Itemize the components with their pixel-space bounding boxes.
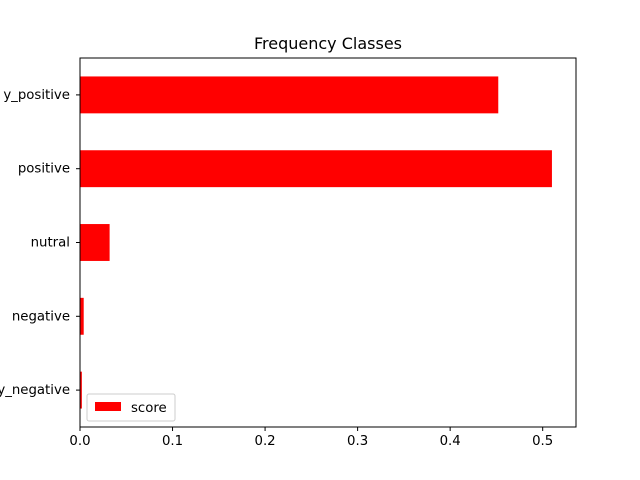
y-tick-label-negative: negative: [12, 309, 70, 324]
x-tick-label-0: 0.0: [69, 434, 90, 449]
bar-very_negative: [80, 371, 82, 409]
bar-nutral: [80, 224, 110, 261]
y-tick-label-very_positive: y_positive: [3, 88, 70, 103]
y-axis: y_negative negative nutral positive y_positi…: [0, 88, 80, 398]
x-tick-label-1: 0.1: [162, 434, 183, 449]
legend-swatch-score: [95, 402, 121, 411]
x-axis: 0.0 0.1 0.2 0.3 0.4 0.5: [69, 427, 553, 449]
y-tick-label-very_negative: y_negative: [0, 383, 70, 398]
bar-positive: [80, 150, 552, 188]
bar-negative: [80, 297, 84, 335]
x-tick-label-3: 0.3: [347, 434, 368, 449]
y-tick-label-positive: positive: [18, 162, 70, 177]
x-tick-label-5: 0.5: [532, 434, 553, 449]
chart-title: Frequency Classes: [254, 34, 402, 53]
bar-very_positive: [80, 76, 499, 114]
legend: score: [86, 393, 176, 422]
x-tick-label-2: 0.2: [254, 434, 275, 449]
legend-label-score: score: [131, 401, 167, 416]
x-tick-label-4: 0.4: [440, 434, 461, 449]
legend-box: [86, 393, 176, 422]
y-tick-label-nutral: nutral: [31, 236, 70, 251]
bars-group: [80, 76, 552, 409]
